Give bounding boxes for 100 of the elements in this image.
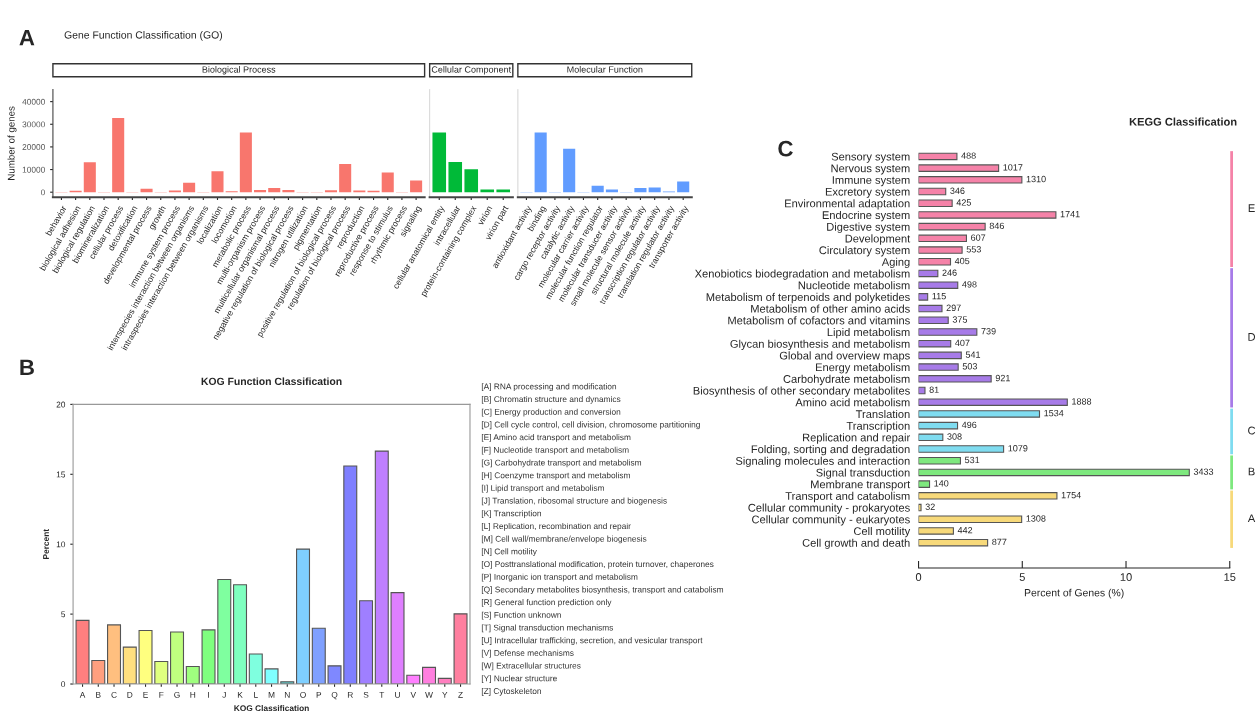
annotation: 739 <box>981 328 996 335</box>
annotation: 531 <box>964 456 980 464</box>
text: [E] Amino acid transport and metabolism <box>481 434 631 442</box>
bar <box>634 187 647 193</box>
annotation: 846 <box>989 222 1004 230</box>
x-tick-label: Z <box>458 691 463 698</box>
annotation: 921 <box>995 374 1010 382</box>
text: [R] General function prediction only <box>481 599 612 607</box>
bar <box>170 631 185 685</box>
bar <box>918 480 931 488</box>
bar <box>918 375 992 383</box>
x-tick-label: B <box>96 691 101 698</box>
annotation: 1017 <box>1003 164 1023 171</box>
annotation: 81 <box>929 386 939 393</box>
y-tick-label: Aging <box>881 257 910 269</box>
chart-subtitle: Biological Process <box>202 66 276 75</box>
text: [F] Nucleotide transport and metabolism <box>481 446 629 455</box>
text: [O] Posttranslational modification, protein turnover, chaperones <box>481 560 714 569</box>
y-tick-label: Glycan biosynthesis and metabolism <box>730 339 910 351</box>
y-tick-label: Metabolism of other amino acids <box>751 304 910 313</box>
y-tick-label: 30000 <box>22 121 45 128</box>
y-tick-label: Energy metabolism <box>816 363 910 374</box>
y-tick-label: Signal transduction <box>816 468 910 479</box>
bar <box>83 162 96 193</box>
text: [U] Intracellular trafficking, secretion, and vesicular transport <box>481 637 703 645</box>
annotation: 1079 <box>1008 445 1028 452</box>
x-tick-label: J <box>222 691 226 698</box>
annotation: 496 <box>961 421 977 429</box>
y-tick-label: Replication and repair <box>803 433 911 444</box>
text: [M] Cell wall/membrane/envelope biogenesis <box>481 535 647 544</box>
annotation: 1754 <box>1061 491 1081 499</box>
annotation: 498 <box>962 281 977 288</box>
x-tick-label: N <box>284 691 290 698</box>
bar <box>918 281 959 289</box>
bar <box>918 468 1190 477</box>
bar <box>432 132 447 193</box>
y-tick-label: 40000 <box>22 98 45 105</box>
x-tick-label: E <box>143 691 148 698</box>
text: C <box>1248 426 1256 435</box>
y-tick-label: 10 <box>56 541 66 548</box>
y-tick-label: Transport and catabolism <box>785 491 910 503</box>
bar <box>918 351 962 360</box>
y-tick-label: Transcription <box>846 421 910 432</box>
bar <box>324 190 338 193</box>
text: [Y] Nuclear structure <box>481 675 557 683</box>
text: [J] Translation, ribosomal structure and biogenesis <box>481 497 667 506</box>
annotation: 297 <box>946 304 961 311</box>
text: B <box>20 359 34 375</box>
text: [V] Defense mechanisms <box>481 649 574 658</box>
annotation: 877 <box>992 538 1007 546</box>
y-tick-label: Biosynthesis of other secondary metabolites <box>693 386 910 397</box>
y-tick-label: Cell growth and death <box>802 538 910 549</box>
x-tick-label: U <box>395 691 400 698</box>
y-tick-label: Cell motility <box>853 526 911 538</box>
bar <box>359 600 374 685</box>
x-tick-label: K <box>237 691 243 698</box>
bar <box>918 492 1058 500</box>
bar <box>918 293 929 301</box>
bar <box>918 421 959 430</box>
y-tick-label: 15 <box>56 471 66 478</box>
text: [H] Coenzyme transport and metabolism <box>481 472 630 480</box>
bar <box>918 187 947 196</box>
annotation: 1310 <box>1026 175 1046 183</box>
y-tick-label: 20000 <box>22 144 45 151</box>
x-tick-label: W <box>425 691 433 698</box>
bar <box>296 548 311 685</box>
x-tick-label: S <box>363 691 369 698</box>
text: [G] Carbohydrate transport and metabolism <box>481 459 642 468</box>
x-tick-label: I <box>208 691 209 698</box>
annotation: 32 <box>925 503 935 510</box>
x-tick-label: 15 <box>1224 573 1236 581</box>
annotation: 308 <box>947 433 962 440</box>
y-tick-label: Amino acid metabolism <box>795 398 910 407</box>
annotation: 375 <box>952 316 968 323</box>
y-tick-label: Lipid metabolism <box>827 327 910 339</box>
y-axis-title: Number of genes <box>7 106 17 180</box>
y-tick-label: Circulatory system <box>819 246 910 257</box>
annotation: 246 <box>942 269 957 276</box>
bar <box>605 189 618 193</box>
y-tick-label: Nervous system <box>831 164 910 175</box>
y-tick-label: Xenobiotics biodegradation and metabolism <box>694 269 910 280</box>
x-tick-label: 5 <box>1019 573 1025 581</box>
bar <box>918 503 922 512</box>
bar <box>918 222 986 231</box>
bar <box>918 316 949 325</box>
x-tick-label: Q <box>331 691 338 700</box>
y-axis-title: Percent <box>43 529 49 559</box>
annotation: 488 <box>961 152 976 159</box>
bar <box>918 339 952 348</box>
text: [A] RNA processing and modification <box>481 383 617 392</box>
bar <box>918 257 952 266</box>
bar <box>107 624 122 685</box>
bar <box>183 182 196 193</box>
text: [D] Cell cycle control, cell division, chromosome partitioning <box>481 421 700 430</box>
bar <box>918 211 1057 219</box>
x-axis-title: KOG Classification <box>234 704 309 712</box>
bar <box>591 185 604 193</box>
bar <box>339 164 352 193</box>
annotation: 115 <box>932 292 946 300</box>
text: [Z] Cytoskeleton <box>481 687 541 696</box>
